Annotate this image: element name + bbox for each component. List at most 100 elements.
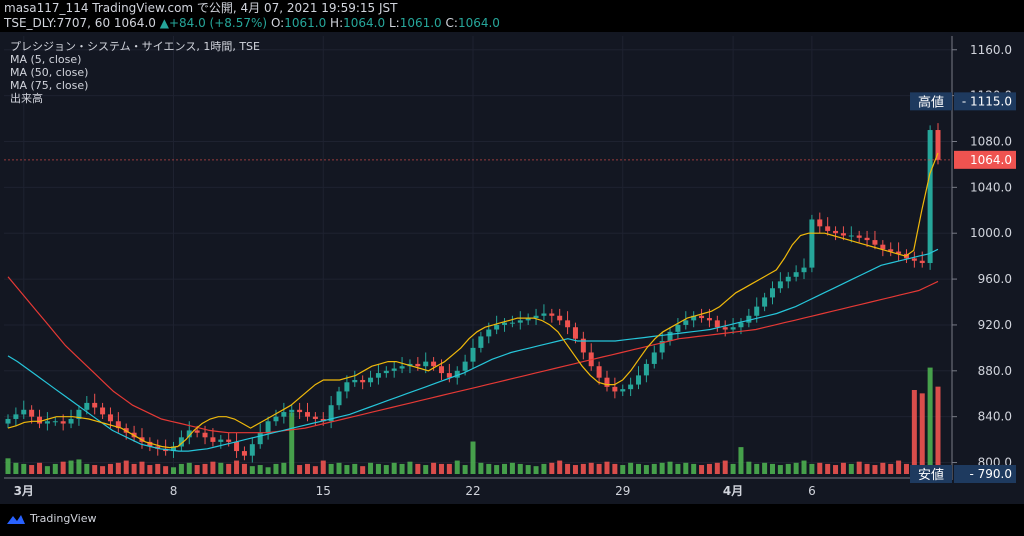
candle-body bbox=[383, 370, 389, 374]
volume-bar bbox=[336, 462, 342, 474]
y-tick-label: 1000.0 bbox=[970, 226, 1012, 240]
candle-body bbox=[919, 260, 925, 264]
candle-body bbox=[5, 418, 11, 424]
volume-bar bbox=[651, 463, 657, 474]
candle-body bbox=[438, 366, 444, 374]
price-chart[interactable]: 800.0840.0880.0920.0960.01000.01040.0108… bbox=[0, 32, 1024, 504]
low-price-label-caption-bg bbox=[910, 465, 952, 483]
footer-bar bbox=[0, 504, 1024, 536]
volume-bar bbox=[265, 467, 271, 474]
candle-body bbox=[659, 340, 665, 353]
volume-bar bbox=[572, 465, 578, 474]
plot-background bbox=[0, 32, 1024, 504]
volume-bar bbox=[809, 463, 815, 474]
volume-bar bbox=[13, 462, 19, 474]
high-price-label-bg bbox=[954, 92, 1016, 111]
candle-body bbox=[754, 306, 760, 316]
tradingview-brand[interactable]: TradingView bbox=[6, 512, 96, 525]
candle-body bbox=[502, 322, 508, 325]
high-value: 1064.0 bbox=[343, 16, 386, 30]
candle-body bbox=[470, 347, 476, 362]
x-tick-label: 29 bbox=[615, 484, 630, 498]
candle-body bbox=[431, 361, 437, 367]
candle-body bbox=[320, 418, 326, 422]
volume-bar bbox=[454, 460, 460, 474]
candle-body bbox=[667, 331, 673, 341]
candle-body bbox=[312, 416, 318, 419]
up-arrow-icon: ▲ bbox=[159, 16, 169, 30]
high-price-label-value: - 1115.0 bbox=[962, 94, 1012, 108]
volume-bar bbox=[517, 463, 523, 474]
candle-body bbox=[60, 421, 66, 424]
volume-bar bbox=[478, 462, 484, 474]
volume-bar bbox=[186, 462, 192, 474]
volume-bar bbox=[399, 463, 405, 474]
candle-body bbox=[360, 379, 366, 383]
volume-bar bbox=[68, 460, 74, 474]
volume-bar bbox=[462, 465, 468, 474]
candle-body bbox=[194, 430, 200, 433]
candle-body bbox=[399, 366, 405, 369]
volume-bar bbox=[438, 463, 444, 474]
candle-body bbox=[880, 244, 886, 250]
candle-body bbox=[888, 249, 894, 252]
candle-body bbox=[777, 281, 783, 289]
volume-bar bbox=[817, 462, 823, 474]
chart-title: プレシジョン・システム・サイエンス, 1時間, TSE bbox=[10, 40, 260, 53]
candle-body bbox=[651, 352, 657, 364]
price-change: +84.0 (+8.57%) bbox=[168, 16, 268, 30]
legend-ma50[interactable]: MA (50, close) bbox=[10, 66, 89, 79]
candle-body bbox=[675, 324, 681, 332]
volume-bar bbox=[60, 461, 66, 474]
candle-body bbox=[37, 416, 43, 424]
high-label: H: bbox=[330, 16, 344, 30]
volume-bar bbox=[218, 462, 224, 474]
volume-bar bbox=[848, 463, 854, 474]
legend-ma75[interactable]: MA (75, close) bbox=[10, 79, 89, 92]
y-tick-label: 880.0 bbox=[978, 364, 1012, 378]
volume-bar bbox=[856, 461, 862, 474]
volume-bar bbox=[446, 463, 452, 474]
low-value: 1061.0 bbox=[399, 16, 442, 30]
candle-body bbox=[454, 370, 460, 378]
candle-body bbox=[368, 377, 374, 383]
volume-bar bbox=[903, 463, 909, 474]
volume-bar bbox=[375, 463, 381, 474]
volume-bar bbox=[115, 462, 121, 474]
volume-bar bbox=[107, 463, 113, 474]
volume-bar bbox=[407, 461, 413, 474]
legend-ma5[interactable]: MA (5, close) bbox=[10, 53, 82, 66]
volume-bar bbox=[722, 460, 728, 474]
volume-bar bbox=[911, 390, 917, 474]
candle-body bbox=[249, 444, 255, 456]
legend-volume[interactable]: 出来高 bbox=[10, 92, 43, 105]
volume-bar bbox=[880, 462, 886, 474]
candle-body bbox=[691, 315, 697, 321]
volume-bar bbox=[352, 463, 358, 474]
candle-body bbox=[833, 230, 839, 234]
candle-body bbox=[817, 219, 823, 227]
volume-bar bbox=[509, 462, 515, 474]
close-value: 1064.0 bbox=[457, 16, 500, 30]
volume-bar bbox=[171, 467, 177, 474]
volume-bar bbox=[659, 462, 665, 474]
candle-body bbox=[714, 320, 720, 328]
candle-body bbox=[872, 240, 878, 245]
high-price-label-caption: 高値 bbox=[918, 94, 944, 110]
candle-body bbox=[147, 441, 153, 447]
volume-bar bbox=[100, 466, 106, 474]
low-price-label-value: - 790.0 bbox=[970, 467, 1013, 481]
low-label: L: bbox=[388, 16, 400, 30]
volume-bar bbox=[643, 465, 649, 474]
indicator-legend: プレシジョン・システム・サイエンス, 1時間, TSE MA (5, close… bbox=[10, 40, 260, 105]
candle-body bbox=[525, 318, 531, 321]
candle-body bbox=[809, 219, 815, 268]
volume-bar bbox=[628, 462, 634, 474]
volume-bar bbox=[825, 463, 831, 474]
volume-bar bbox=[793, 462, 799, 474]
volume-bar bbox=[777, 465, 783, 474]
y-tick-label: 920.0 bbox=[978, 318, 1012, 332]
current-price-label-bg bbox=[954, 150, 1016, 169]
candle-body bbox=[486, 329, 492, 337]
